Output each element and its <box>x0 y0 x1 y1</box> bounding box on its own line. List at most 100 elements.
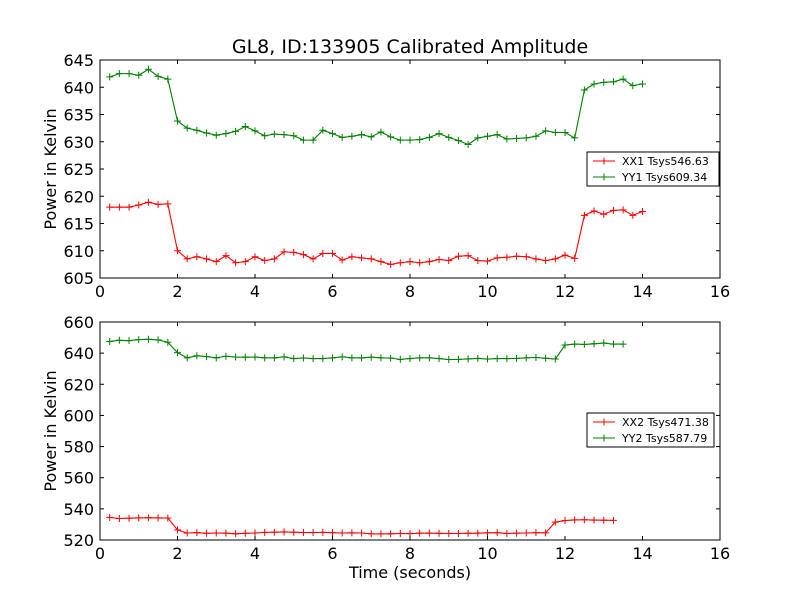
bottom-data-point <box>203 529 211 537</box>
top-data-point <box>154 72 162 80</box>
top-data-point <box>164 200 172 208</box>
bottom-data-point <box>406 530 414 538</box>
top-data-point <box>358 254 366 262</box>
top-x-tick-label: 6 <box>327 282 337 301</box>
bottom-data-point <box>270 354 278 362</box>
top-data-point <box>193 126 201 134</box>
top-x-tick-label: 16 <box>710 282 730 301</box>
bottom-y-tick-label: 640 <box>63 344 94 363</box>
bottom-legend-label: XX2 Tsys471.38 <box>622 416 709 429</box>
bottom-x-tick-label: 10 <box>477 544 497 563</box>
bottom-data-point <box>600 339 608 347</box>
bottom-data-point <box>416 529 424 537</box>
top-data-point <box>387 260 395 268</box>
bottom-x-tick-label: 16 <box>710 544 730 563</box>
bottom-data-point <box>183 354 191 362</box>
top-data-point <box>329 130 336 138</box>
top-data-point <box>542 257 550 265</box>
top-x-tick-label: 0 <box>95 282 105 301</box>
top-series-1 <box>106 198 646 268</box>
bottom-data-point <box>454 529 462 537</box>
bottom-data-point <box>115 515 123 523</box>
bottom-data-point <box>203 353 211 361</box>
bottom-y-tick-label: 560 <box>63 469 94 488</box>
top-data-point <box>571 134 579 142</box>
top-y-tick-label: 620 <box>63 187 94 206</box>
bottom-data-point <box>484 355 491 363</box>
bottom-data-point <box>193 529 201 537</box>
top-data-point <box>445 133 453 141</box>
top-y-tick-label: 645 <box>63 51 94 70</box>
bottom-y-tick-label: 620 <box>63 375 94 394</box>
top-data-point <box>609 78 617 86</box>
top-y-tick-label: 615 <box>63 215 94 234</box>
bottom-data-point <box>435 529 443 537</box>
top-x-tick-label: 12 <box>555 282 575 301</box>
bottom-data-point <box>174 349 181 357</box>
top-data-point <box>454 137 462 145</box>
bottom-data-point <box>164 514 172 522</box>
bottom-data-point <box>193 352 201 360</box>
top-data-point <box>174 247 181 255</box>
top-data-point <box>203 255 211 263</box>
top-data-point <box>474 257 482 265</box>
bottom-x-tick-label: 12 <box>555 544 575 563</box>
top-data-point <box>261 132 269 140</box>
top-data-point <box>425 258 433 266</box>
top-x-tick-label: 10 <box>477 282 497 301</box>
top-y-tick-label: 625 <box>63 160 94 179</box>
top-data-point <box>212 131 220 139</box>
bottom-data-point <box>542 529 550 537</box>
top-data-point <box>261 257 269 265</box>
top-data-point <box>241 122 249 130</box>
top-data-point <box>241 258 249 266</box>
top-data-point <box>203 129 211 137</box>
top-data-point <box>106 203 114 211</box>
top-data-point <box>629 211 637 219</box>
top-x-tick-label: 8 <box>405 282 415 301</box>
bottom-legend: XX2 Tsys471.38 YY2 Tsys587.79 <box>586 412 715 448</box>
bottom-data-point <box>290 528 298 536</box>
top-y-tick-label: 635 <box>63 106 94 125</box>
bottom-y-tick-label: 580 <box>63 438 94 457</box>
top-data-point <box>551 128 559 136</box>
bottom-data-point <box>299 529 307 537</box>
top-data-point <box>551 255 559 263</box>
bottom-data-point <box>348 529 356 537</box>
bottom-data-point <box>406 355 414 363</box>
bottom-data-point <box>493 529 501 537</box>
bottom-data-point <box>135 336 143 344</box>
top-data-point <box>222 252 230 260</box>
top-data-point <box>290 132 298 140</box>
top-data-point <box>609 206 617 214</box>
bottom-data-point <box>609 516 617 524</box>
bottom-data-point <box>425 529 433 537</box>
top-data-point <box>600 210 608 218</box>
top-data-point <box>406 258 414 266</box>
bottom-data-point <box>551 518 559 526</box>
bottom-data-point <box>571 516 579 524</box>
bottom-data-point <box>338 529 346 537</box>
bottom-data-point <box>222 352 230 360</box>
top-data-point <box>367 255 375 263</box>
top-data-point <box>561 251 569 259</box>
top-data-point <box>580 86 588 94</box>
top-data-point <box>600 78 608 86</box>
bottom-data-point <box>571 340 579 348</box>
top-legend-box <box>586 151 720 187</box>
top-data-point <box>542 127 550 135</box>
top-data-point <box>493 254 501 262</box>
bottom-data-point <box>280 528 288 536</box>
top-data-point <box>396 259 404 267</box>
bottom-data-point <box>493 355 501 363</box>
top-data-point <box>193 253 201 261</box>
bottom-data-point <box>445 529 453 537</box>
top-y-tick-label: 605 <box>63 269 94 288</box>
top-data-point <box>319 249 327 257</box>
top-data-point <box>484 257 491 265</box>
top-data-point <box>377 128 385 136</box>
bottom-data-point <box>261 354 269 362</box>
bottom-series-2 <box>106 335 627 364</box>
top-data-point <box>435 255 443 263</box>
top-data-point <box>425 133 433 141</box>
